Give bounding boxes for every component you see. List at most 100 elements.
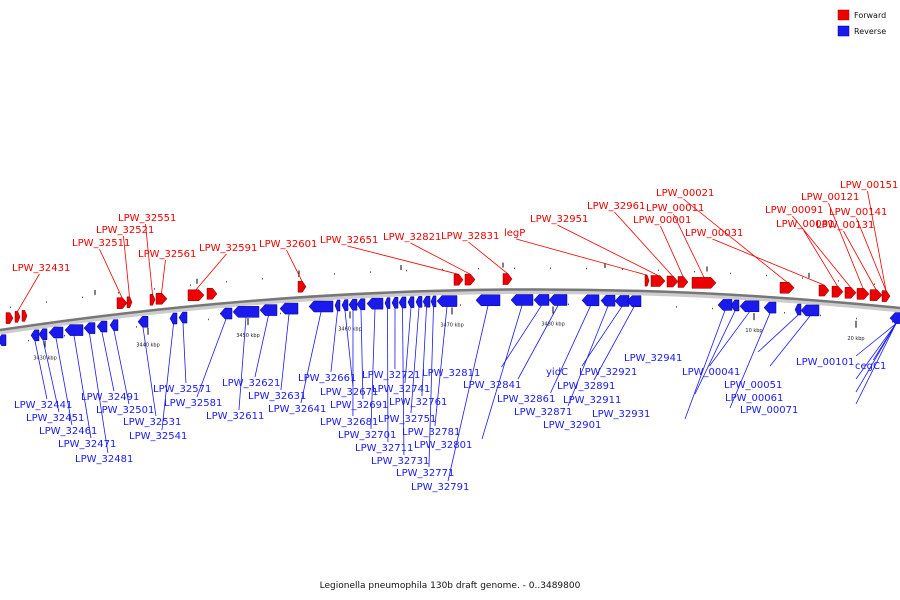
reverse-gene-label-lpw-32471[interactable]: LPW_32471 [58, 439, 116, 450]
reverse-gene-label-lpw-32501[interactable]: LPW_32501 [96, 405, 154, 416]
forward-gene-arrow[interactable] [818, 284, 830, 297]
reverse-gene-arrow[interactable] [64, 324, 84, 336]
forward-gene-arrow[interactable] [21, 310, 28, 322]
forward-gene-label-legp[interactable]: legP [504, 228, 525, 239]
reverse-gene-label-lpw-00071[interactable]: LPW_00071 [740, 405, 798, 416]
reverse-gene-arrow[interactable] [48, 326, 64, 339]
forward-gene-label-lpw-00001[interactable]: LPW_00001 [633, 215, 691, 226]
forward-gene-arrow[interactable] [187, 289, 205, 302]
reverse-gene-arrow[interactable] [600, 294, 616, 307]
reverse-gene-label-lpw-32901[interactable]: LPW_32901 [543, 420, 601, 431]
reverse-gene-arrow[interactable] [548, 294, 568, 306]
reverse-gene-label-lpw-32801[interactable]: LPW_32801 [414, 440, 472, 451]
reverse-gene-arrow[interactable] [626, 295, 642, 308]
reverse-gene-label-lpw-32721[interactable]: LPW_32721 [362, 370, 420, 381]
forward-gene-arrow[interactable] [844, 287, 857, 299]
forward-gene-arrow[interactable] [116, 297, 128, 309]
forward-gene-label-lpw-32951[interactable]: LPW_32951 [530, 214, 588, 225]
forward-gene-label-lpw-00121[interactable]: LPW_00121 [801, 192, 859, 203]
forward-gene-arrow[interactable] [453, 274, 464, 286]
reverse-gene-arrow[interactable] [83, 322, 96, 334]
forward-gene-label-lpw-32601[interactable]: LPW_32601 [259, 239, 317, 250]
reverse-gene-label-lpw-32861[interactable]: LPW_32861 [497, 394, 555, 405]
forward-gene-label-lpw-00021[interactable]: LPW_00021 [656, 188, 714, 199]
reverse-gene-label-lpw-32791[interactable]: LPW_32791 [411, 482, 469, 493]
reverse-gene-label-lpw-32731[interactable]: LPW_32731 [371, 456, 429, 467]
forward-gene-label-lpw-00141[interactable]: LPW_00141 [829, 207, 887, 218]
reverse-gene-label-lpw-32781[interactable]: LPW_32781 [402, 427, 460, 438]
reverse-gene-arrow[interactable] [308, 300, 334, 313]
forward-gene-label-lpw-32961[interactable]: LPW_32961 [587, 201, 645, 212]
reverse-gene-arrow[interactable] [356, 298, 366, 311]
reverse-gene-arrow[interactable] [475, 294, 501, 307]
reverse-gene-arrow[interactable] [219, 307, 233, 320]
reverse-gene-arrow[interactable] [794, 303, 802, 316]
reverse-gene-label-lpw-32691[interactable]: LPW_32691 [330, 400, 388, 411]
reverse-gene-label-lpw-32701[interactable]: LPW_32701 [338, 430, 396, 441]
forward-gene-arrow[interactable] [869, 289, 883, 301]
reverse-gene-arrow[interactable] [366, 297, 384, 310]
reverse-gene-arrow[interactable] [533, 294, 550, 306]
reverse-gene-label-lpw-32841[interactable]: LPW_32841 [463, 380, 521, 391]
reverse-gene-label-lpw-32761[interactable]: LPW_32761 [389, 397, 447, 408]
reverse-gene-label-lpw-32941[interactable]: LPW_32941 [624, 353, 682, 364]
forward-gene-arrow[interactable] [831, 285, 844, 298]
reverse-gene-arrow[interactable] [137, 316, 149, 328]
reverse-gene-arrow[interactable] [415, 296, 423, 308]
reverse-gene-arrow[interactable] [30, 329, 40, 342]
reverse-gene-label-lpw-32531[interactable]: LPW_32531 [123, 417, 181, 428]
forward-gene-arrow[interactable] [779, 281, 795, 294]
forward-gene-arrow[interactable] [856, 288, 870, 300]
reverse-gene-label-lpw-00041[interactable]: LPW_00041 [682, 367, 740, 378]
forward-gene-label-lpw-00081[interactable]: LPW_00081 [776, 219, 834, 230]
forward-gene-arrow[interactable] [14, 311, 21, 323]
reverse-gene-label-lpw-32441[interactable]: LPW_32441 [14, 400, 72, 411]
reverse-gene-arrow[interactable] [889, 312, 900, 324]
reverse-gene-label-lpw-00061[interactable]: LPW_00061 [725, 393, 783, 404]
reverse-gene-arrow[interactable] [334, 299, 341, 312]
forward-gene-arrow[interactable] [149, 293, 156, 306]
forward-gene-label-lpw-32651[interactable]: LPW_32651 [320, 235, 378, 246]
reverse-gene-label-lpw-32661[interactable]: LPW_32661 [298, 373, 356, 384]
reverse-gene-arrow[interactable] [422, 295, 431, 308]
reverse-gene-arrow[interactable] [109, 319, 119, 331]
forward-gene-label-lpw-32551[interactable]: LPW_32551 [118, 213, 176, 224]
reverse-gene-arrow[interactable] [259, 304, 278, 316]
forward-gene-arrow[interactable] [666, 275, 679, 288]
forward-gene-arrow[interactable] [650, 275, 666, 287]
reverse-gene-arrow[interactable] [169, 312, 178, 325]
forward-gene-label-lpw-32591[interactable]: LPW_32591 [199, 243, 257, 254]
forward-gene-arrow[interactable] [206, 288, 218, 300]
forward-gene-arrow[interactable] [5, 312, 14, 324]
reverse-gene-label-lpw-32451[interactable]: LPW_32451 [26, 413, 84, 424]
reverse-gene-label-lpw-32811[interactable]: LPW_32811 [422, 368, 480, 379]
reverse-gene-label-lpw-32931[interactable]: LPW_32931 [592, 409, 650, 420]
reverse-gene-arrow[interactable] [96, 320, 108, 333]
reverse-gene-label-lpw-32871[interactable]: LPW_32871 [514, 407, 572, 418]
reverse-gene-label-lpw-32741[interactable]: LPW_32741 [372, 384, 430, 395]
forward-gene-arrow[interactable] [297, 280, 307, 293]
reverse-gene-label-lpw-32491[interactable]: LPW_32491 [81, 392, 139, 403]
forward-gene-label-lpw-00031[interactable]: LPW_00031 [685, 228, 743, 239]
reverse-gene-label-lpw-32681[interactable]: LPW_32681 [320, 417, 378, 428]
forward-gene-arrow[interactable] [464, 273, 476, 286]
reverse-gene-arrow[interactable] [391, 297, 399, 309]
reverse-gene-label-lpw-00101[interactable]: LPW_00101 [796, 357, 854, 368]
reverse-gene-arrow[interactable] [0, 334, 7, 346]
forward-gene-label-lpw-00011[interactable]: LPW_00011 [646, 203, 704, 214]
forward-gene-label-lpw-32821[interactable]: LPW_32821 [383, 232, 441, 243]
reverse-gene-label-cegc1[interactable]: cegC1 [855, 361, 886, 372]
forward-gene-arrow[interactable] [502, 273, 513, 285]
reverse-gene-label-yidc[interactable]: yidC [546, 367, 568, 378]
reverse-gene-arrow[interactable] [581, 294, 600, 307]
reverse-gene-label-lpw-32611[interactable]: LPW_32611 [206, 411, 264, 422]
reverse-gene-arrow[interactable] [800, 304, 820, 317]
reverse-gene-label-lpw-32481[interactable]: LPW_32481 [75, 454, 133, 465]
reverse-gene-arrow[interactable] [384, 297, 391, 309]
reverse-gene-arrow[interactable] [341, 299, 349, 311]
forward-gene-label-lpw-00091[interactable]: LPW_00091 [765, 205, 823, 216]
reverse-gene-label-lpw-32641[interactable]: LPW_32641 [268, 404, 326, 415]
reverse-gene-arrow[interactable] [348, 298, 358, 311]
reverse-gene-arrow[interactable] [38, 328, 48, 341]
reverse-gene-label-lpw-32461[interactable]: LPW_32461 [39, 426, 97, 437]
